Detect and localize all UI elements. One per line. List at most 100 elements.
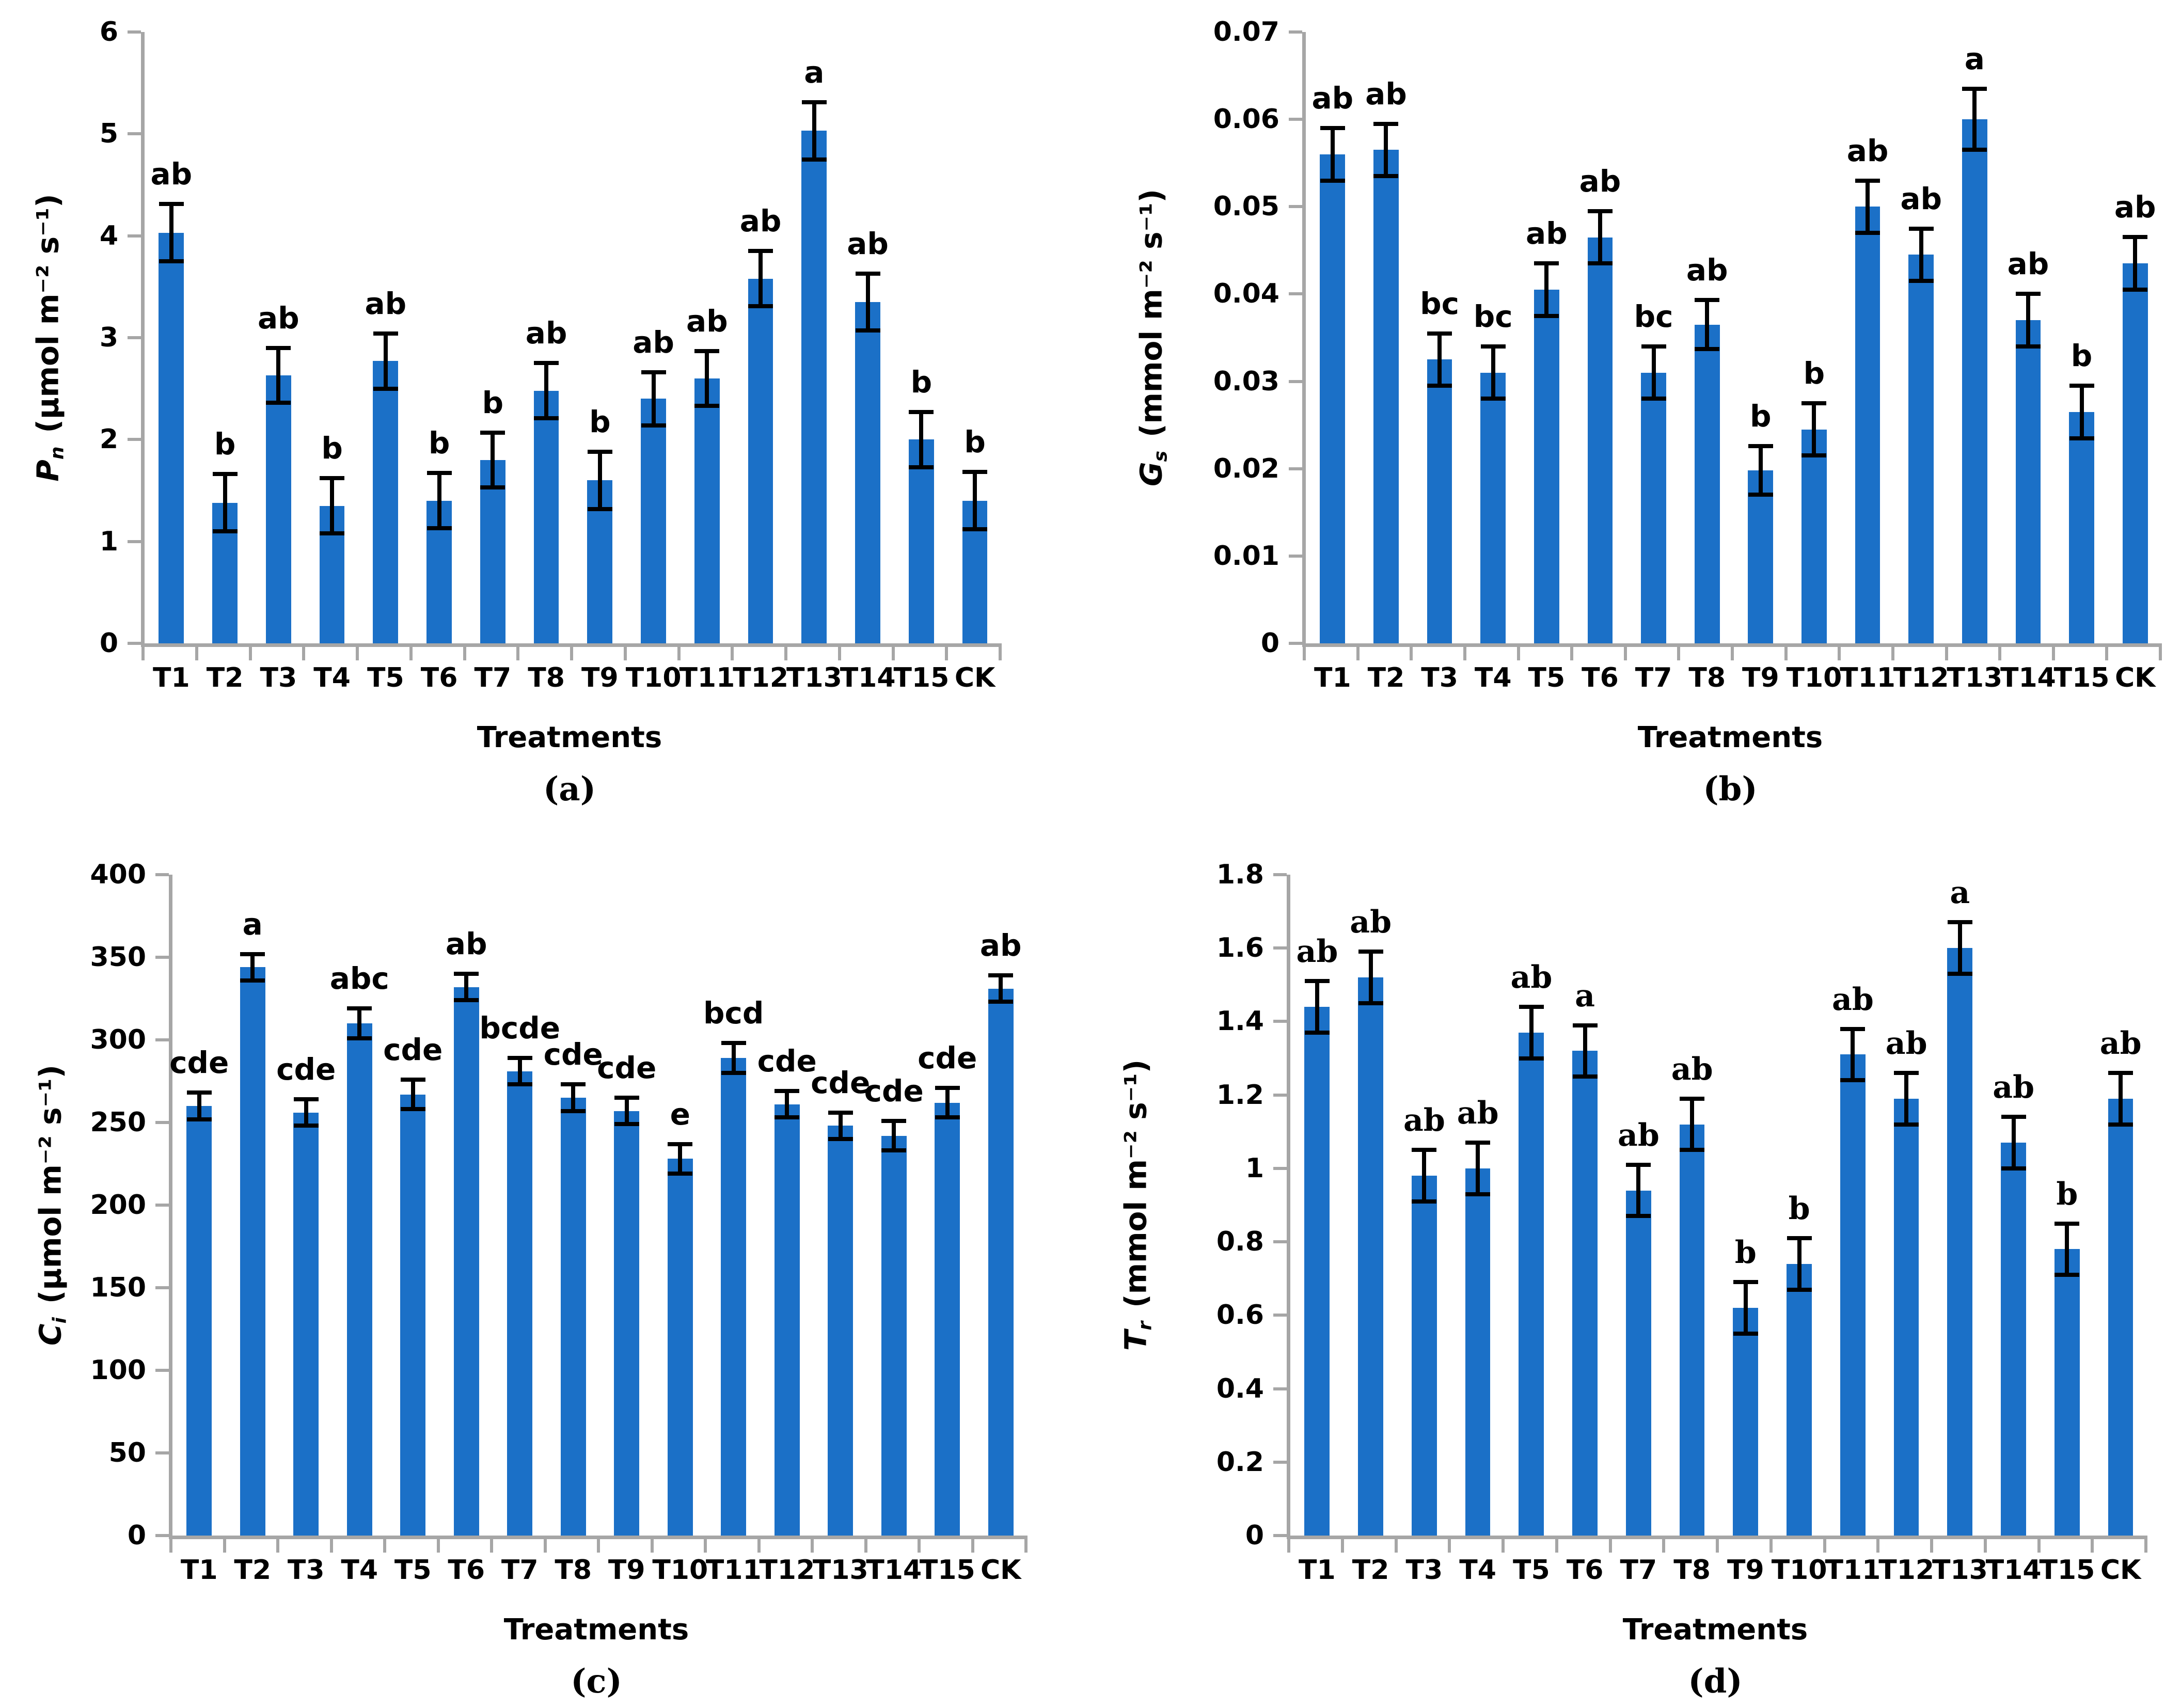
x-category-label: T12 <box>1878 1555 1935 1586</box>
y-tick-label: 0.6 <box>1216 1300 1264 1331</box>
x-category-label: T13 <box>1932 1555 1988 1586</box>
error-bar-cap-bottom <box>507 1082 532 1087</box>
error-bar <box>1544 263 1549 316</box>
sig-letter: ab <box>1350 904 1392 941</box>
error-bar-cap-bottom <box>240 978 265 983</box>
error-bar-cap-bottom <box>801 157 827 162</box>
bar <box>721 1058 747 1536</box>
error-bar-cap-top <box>668 1142 693 1146</box>
bar <box>641 399 666 643</box>
sig-letter: bc <box>1634 298 1673 334</box>
error-bar <box>1690 1098 1695 1150</box>
x-category-label: T11 <box>1825 1555 1881 1586</box>
x-tick <box>1891 647 1894 660</box>
x-category-label: T12 <box>733 662 789 693</box>
error-bar <box>1384 123 1388 177</box>
x-tick <box>141 647 145 660</box>
sig-letter: ab <box>633 325 674 360</box>
y-tick-label: 0.06 <box>1213 104 1279 135</box>
error-bar-cap-bottom <box>1908 279 1934 283</box>
error-bar-cap-bottom <box>1626 1214 1651 1219</box>
error-bar-cap-top <box>881 1118 907 1123</box>
y-tick-label: 1.6 <box>1216 932 1264 964</box>
error-bar-cap-top <box>1534 261 1559 266</box>
x-category-label: T5 <box>394 1555 432 1586</box>
error-bar <box>892 1120 896 1151</box>
x-tick <box>1394 1539 1398 1553</box>
y-axis-symbol: P <box>30 460 66 482</box>
x-category-label: T13 <box>786 662 842 693</box>
x-tick <box>1448 1539 1451 1553</box>
error-bar <box>1743 1282 1748 1334</box>
error-bar-cap-bottom <box>534 416 559 420</box>
x-tick <box>999 647 1002 660</box>
error-bar-cap-bottom <box>1962 148 1987 152</box>
error-bar <box>1705 300 1710 349</box>
error-bar <box>1972 88 1977 150</box>
x-tick <box>1555 1539 1558 1553</box>
x-tick <box>1983 1539 1987 1553</box>
x-tick <box>1823 1539 1826 1553</box>
y-tick-label: 3 <box>99 322 118 353</box>
error-bar-cap-top <box>1840 1026 1866 1031</box>
sig-letter: cde <box>169 1045 229 1081</box>
y-tick-label: 1 <box>1245 1152 1264 1184</box>
error-bar-cap-top <box>1626 1162 1651 1167</box>
error-bar-cap-top <box>1855 178 1880 183</box>
error-bar-cap-top <box>935 1085 960 1090</box>
sig-letter: cde <box>864 1073 924 1109</box>
sig-letter: bcde <box>479 1010 561 1046</box>
x-category-label: T10 <box>1771 1555 1827 1586</box>
x-category-label: T14 <box>840 662 896 693</box>
sig-letter: ab <box>739 203 782 239</box>
y-tick <box>128 30 141 34</box>
error-bar-cap-top <box>1358 950 1383 954</box>
bar <box>240 967 265 1536</box>
error-bar-cap-top <box>775 1089 800 1094</box>
bar <box>694 378 720 643</box>
error-bar-cap-bottom <box>1801 453 1827 458</box>
error-bar-cap-top <box>1733 1280 1758 1285</box>
error-bar-cap-top <box>721 1041 746 1046</box>
x-category-label: T6 <box>1566 1555 1604 1586</box>
error-bar-cap-bottom <box>2108 1122 2133 1127</box>
y-tick-label: 150 <box>90 1272 146 1303</box>
error-bar-cap-top <box>1894 1071 1919 1075</box>
x-category-label: T13 <box>812 1555 868 1586</box>
x-category-label: T8 <box>528 662 565 693</box>
x-tick <box>1356 647 1360 660</box>
error-bar <box>2065 1223 2069 1275</box>
x-category-label: T7 <box>1635 662 1672 693</box>
x-category-label: T8 <box>1688 662 1726 693</box>
error-bar-cap-top <box>1695 298 1720 303</box>
sig-letter: ab <box>1671 1051 1713 1087</box>
x-category-label: T15 <box>2039 1555 2095 1586</box>
sig-letter: bc <box>1420 286 1460 321</box>
sig-letter: b <box>214 426 236 462</box>
error-bar-cap-bottom <box>320 531 345 535</box>
x-category-label: T2 <box>234 1555 272 1586</box>
error-bar <box>250 954 255 980</box>
sig-letter: ab <box>1993 1069 2035 1106</box>
bar <box>560 1098 586 1536</box>
x-tick <box>1662 1539 1666 1553</box>
error-bar-cap-bottom <box>1480 397 1506 401</box>
bar <box>1840 1054 1866 1536</box>
error-bar-cap-bottom <box>1641 397 1666 401</box>
bar <box>1908 255 1934 643</box>
x-tick <box>570 647 573 660</box>
plot-area: ab ab bc bc ab ab bc ab b b ab ab a ab b ab <box>1302 32 2162 647</box>
error-bar-cap-top <box>1373 121 1399 126</box>
bar <box>988 988 1014 1536</box>
x-tick <box>597 1539 600 1553</box>
x-category-label: T4 <box>1459 1555 1496 1586</box>
y-tick <box>155 1369 169 1372</box>
y-tick <box>155 1451 169 1454</box>
error-bar-cap-top <box>748 249 773 254</box>
panel-letter: (b) <box>1703 770 1758 809</box>
bar <box>1304 1007 1330 1536</box>
error-bar-cap-bottom <box>2069 436 2094 440</box>
y-tick <box>1289 379 1302 383</box>
x-tick <box>490 1539 493 1553</box>
bar <box>1801 429 1827 643</box>
